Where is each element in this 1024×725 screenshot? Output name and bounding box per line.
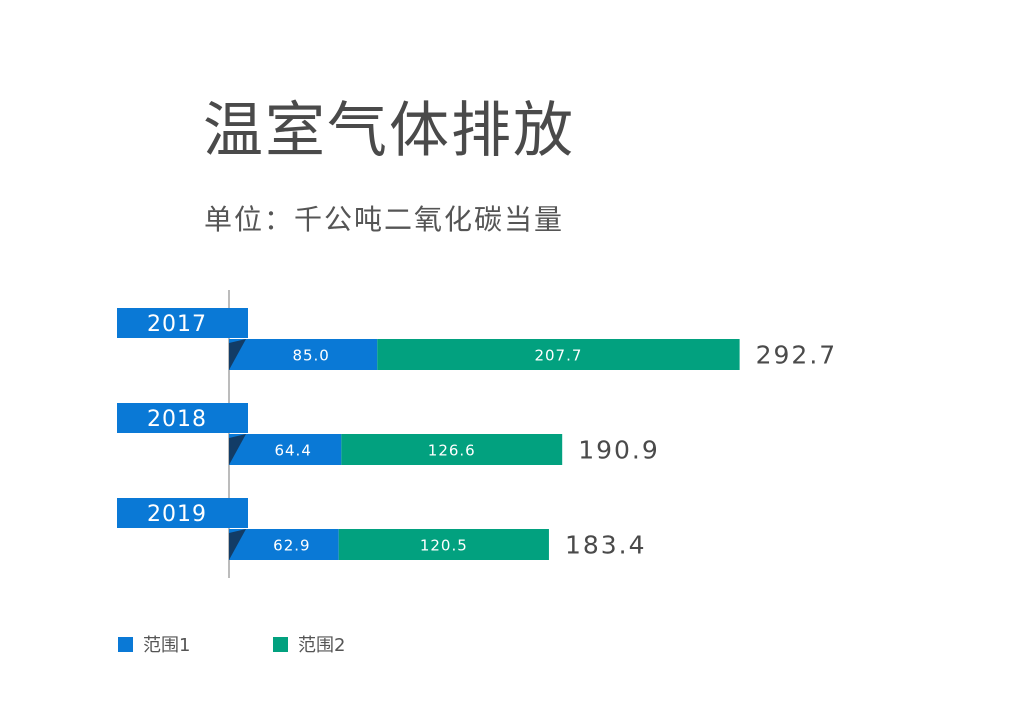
- total-value-label: 292.7: [756, 341, 838, 370]
- legend-swatch-scope1: [118, 636, 133, 652]
- chart-subtitle: 单位：千公吨二氧化碳当量: [204, 203, 565, 236]
- legend-label-scope2: 范围2: [298, 635, 346, 656]
- bar-value-label: 207.7: [534, 347, 582, 365]
- bar-segment-scope1: [229, 434, 342, 465]
- chart-title: 温室气体排放: [203, 96, 575, 166]
- year-label: 2018: [147, 407, 207, 432]
- year-label: 2019: [147, 502, 207, 527]
- legend-item-scope2: 范围2: [273, 631, 345, 657]
- legend-swatch-scope2: [273, 636, 288, 652]
- year-tab: [117, 308, 248, 338]
- year-label: 2017: [147, 312, 207, 337]
- legend-item-scope1: 范围1: [118, 631, 190, 657]
- bar-notch: [229, 434, 246, 465]
- bar-segment-scope2: [341, 434, 563, 465]
- year-tab: [117, 498, 248, 528]
- bar-notch: [229, 339, 246, 370]
- total-value-label: 183.4: [565, 531, 647, 560]
- year-tab: [117, 403, 248, 433]
- bar-segment-scope2: [338, 529, 549, 560]
- bar-value-label: 64.4: [274, 442, 311, 460]
- bar-value-label: 126.6: [428, 442, 476, 460]
- bar-segment-scope1: [229, 339, 378, 370]
- total-value-label: 190.9: [578, 436, 660, 465]
- bar-notch: [229, 529, 246, 560]
- legend-label-scope1: 范围1: [143, 635, 191, 656]
- legend: 范围1 范围2: [0, 631, 1024, 657]
- bar-value-label: 85.0: [292, 347, 329, 365]
- bar-segment-scope1: [229, 529, 339, 560]
- bar-value-label: 62.9: [273, 537, 310, 555]
- bar-segment-scope2: [377, 339, 740, 370]
- bar-value-label: 120.5: [420, 537, 468, 555]
